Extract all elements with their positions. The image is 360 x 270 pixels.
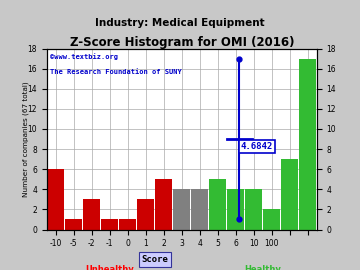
Bar xyxy=(155,179,172,230)
Bar xyxy=(191,189,208,230)
Bar xyxy=(263,210,280,230)
Bar xyxy=(65,220,82,230)
Bar xyxy=(83,199,100,230)
Bar xyxy=(101,220,118,230)
Title: Z-Score Histogram for OMI (2016): Z-Score Histogram for OMI (2016) xyxy=(69,36,294,49)
Text: Score: Score xyxy=(141,255,168,264)
Bar xyxy=(137,199,154,230)
Bar xyxy=(173,189,190,230)
Y-axis label: Number of companies (67 total): Number of companies (67 total) xyxy=(23,81,29,197)
Bar xyxy=(119,220,136,230)
Bar xyxy=(209,179,226,230)
Text: Healthy: Healthy xyxy=(244,265,281,270)
Bar xyxy=(299,59,316,230)
Bar xyxy=(245,189,262,230)
Text: 4.6842: 4.6842 xyxy=(241,142,273,151)
Text: The Research Foundation of SUNY: The Research Foundation of SUNY xyxy=(50,69,181,75)
Text: ©www.textbiz.org: ©www.textbiz.org xyxy=(50,53,117,60)
Bar xyxy=(47,169,64,230)
Bar xyxy=(227,189,244,230)
Text: Unhealthy: Unhealthy xyxy=(85,265,134,270)
Text: Industry: Medical Equipment: Industry: Medical Equipment xyxy=(95,18,265,28)
Bar xyxy=(281,159,298,230)
